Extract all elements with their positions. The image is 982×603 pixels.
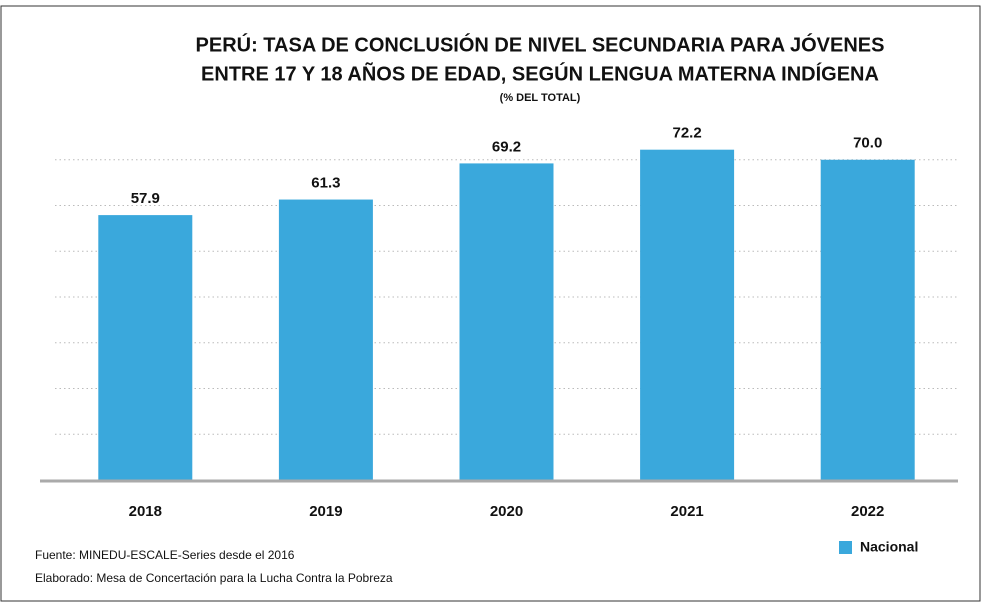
legend-label: Nacional	[860, 539, 918, 555]
source-note: Elaborado: Mesa de Concertación para la …	[35, 571, 393, 585]
bar	[820, 159, 915, 480]
x-tick-label: 2018	[129, 503, 162, 520]
bar	[278, 199, 373, 481]
bar	[98, 215, 193, 481]
x-tick-label: 2019	[309, 503, 342, 520]
value-label: 57.9	[131, 190, 160, 207]
chart-title: PERÚ: TASA DE CONCLUSIÓN DE NIVEL SECUND…	[196, 32, 885, 56]
value-label: 69.2	[492, 138, 521, 155]
bar	[640, 149, 735, 480]
source-note: Fuente: MINEDU-ESCALE-Series desde el 20…	[35, 548, 295, 562]
bar	[459, 163, 554, 480]
value-label: 72.2	[672, 125, 701, 142]
legend-swatch	[839, 541, 852, 554]
value-label: 61.3	[311, 175, 340, 192]
chart-title: ENTRE 17 Y 18 AÑOS DE EDAD, SEGÚN LENGUA…	[201, 61, 879, 85]
frame	[0, 5, 981, 602]
x-tick-label: 2022	[851, 503, 884, 520]
x-tick-label: 2021	[670, 503, 703, 520]
x-tick-label: 2020	[490, 503, 523, 520]
chart-subtitle: (% DEL TOTAL)	[500, 92, 581, 104]
value-label: 70.0	[853, 135, 882, 152]
